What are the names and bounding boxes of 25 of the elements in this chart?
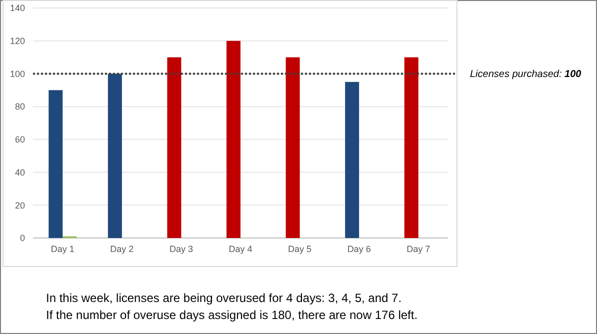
bar [404, 57, 418, 238]
y-tick-label: 20 [14, 200, 25, 210]
x-tick-label: Day 6 [347, 244, 371, 254]
x-tick-label: Day 4 [228, 244, 252, 254]
x-tick-label: Day 2 [110, 244, 134, 254]
bar [345, 82, 360, 238]
text: In this week, licenses are being overused for 4 days: 3, 4, 5, and 7. [46, 291, 402, 305]
y-tick-label: 120 [10, 36, 25, 46]
x-tick-label: Day 5 [288, 244, 312, 254]
bar [48, 90, 63, 238]
y-tick-label: 0 [20, 233, 25, 244]
bar [286, 57, 300, 238]
bar [167, 57, 182, 238]
y-tick-label: 80 [14, 102, 25, 112]
y-tick-label: 40 [14, 167, 25, 178]
bar [108, 74, 122, 238]
x-tick-label: Day 7 [406, 244, 430, 254]
ref-line-label: Licenses purchased: 100 [470, 69, 582, 80]
y-tick-label: 140 [10, 3, 25, 14]
y-tick-label: 100 [10, 68, 25, 79]
bar [226, 40, 240, 238]
x-tick-label: Day 1 [50, 244, 74, 254]
x-tick-label: Day 3 [169, 244, 193, 254]
y-tick-label: 60 [14, 134, 25, 145]
text: If the number of overuse days assigned is 180, there are now 176 left. [46, 308, 418, 322]
